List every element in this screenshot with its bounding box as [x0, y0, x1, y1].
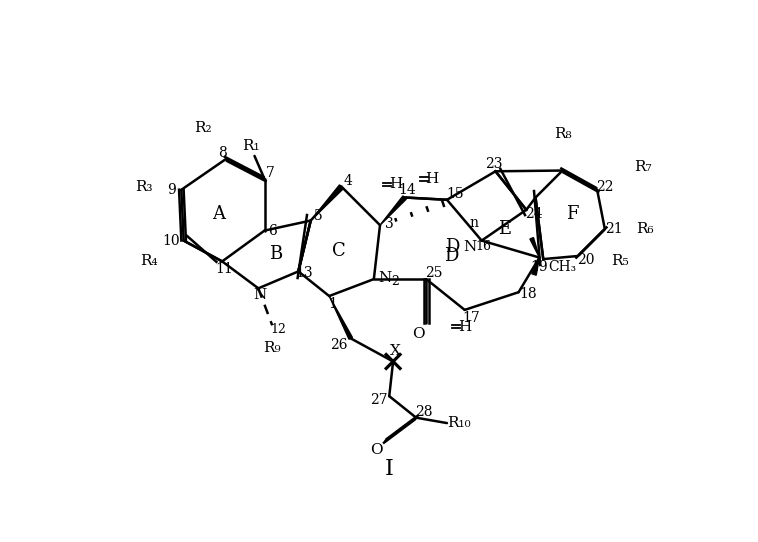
Text: H: H [425, 172, 438, 186]
Text: H: H [458, 320, 471, 334]
Text: R₆: R₆ [636, 222, 653, 236]
Text: R₄: R₄ [140, 254, 158, 268]
Text: E: E [498, 220, 512, 238]
Text: R₁: R₁ [242, 139, 259, 153]
Text: D: D [443, 247, 458, 265]
Text: 27: 27 [370, 393, 387, 407]
Text: N: N [463, 240, 477, 254]
Polygon shape [530, 237, 540, 257]
Text: 9: 9 [167, 183, 176, 197]
Text: 25: 25 [425, 266, 443, 280]
Text: 23: 23 [485, 157, 503, 171]
Text: I: I [385, 459, 393, 480]
Text: 20: 20 [577, 253, 594, 267]
Polygon shape [532, 257, 540, 275]
Text: 4: 4 [343, 173, 352, 188]
Text: R₁₀: R₁₀ [446, 416, 471, 430]
Text: D: D [445, 238, 459, 256]
Text: 28: 28 [415, 404, 433, 418]
Text: R₂: R₂ [194, 121, 211, 135]
Text: R₇: R₇ [634, 160, 652, 173]
Text: 12: 12 [271, 322, 287, 335]
Text: 22: 22 [596, 180, 613, 195]
Text: A: A [211, 205, 225, 223]
Text: O: O [412, 327, 424, 341]
Text: N: N [378, 270, 391, 285]
Text: 3: 3 [385, 217, 393, 231]
Text: F: F [566, 205, 579, 223]
Polygon shape [311, 185, 343, 221]
Text: R₃: R₃ [136, 180, 153, 193]
Text: B: B [269, 244, 283, 263]
Text: 7: 7 [266, 166, 275, 180]
Polygon shape [329, 296, 352, 339]
Text: R₉: R₉ [263, 341, 281, 356]
Text: 15: 15 [446, 186, 463, 201]
Text: n: n [469, 216, 478, 230]
Text: 1: 1 [329, 296, 337, 311]
Text: 26: 26 [330, 338, 348, 352]
Text: C: C [332, 242, 346, 260]
Text: O: O [370, 443, 383, 457]
Text: 19: 19 [531, 260, 548, 274]
Text: 21: 21 [606, 222, 623, 236]
Text: X: X [390, 345, 401, 358]
Text: 11: 11 [215, 262, 233, 276]
Polygon shape [380, 196, 406, 225]
Text: 17: 17 [462, 311, 480, 325]
Text: 5: 5 [314, 209, 323, 223]
Text: 6: 6 [268, 224, 277, 237]
Text: 16: 16 [475, 240, 491, 253]
Text: H: H [389, 177, 402, 191]
Text: N: N [253, 287, 267, 301]
Text: 10: 10 [162, 234, 180, 248]
Text: R₅: R₅ [612, 254, 629, 268]
Text: CH₃: CH₃ [549, 260, 577, 274]
Text: 18: 18 [519, 287, 537, 301]
Text: 14: 14 [398, 183, 416, 197]
Text: 2: 2 [390, 275, 399, 288]
Text: 24: 24 [525, 207, 543, 221]
Text: 13: 13 [296, 266, 313, 280]
Text: R₈: R₈ [554, 127, 572, 141]
Text: 8: 8 [218, 146, 227, 160]
